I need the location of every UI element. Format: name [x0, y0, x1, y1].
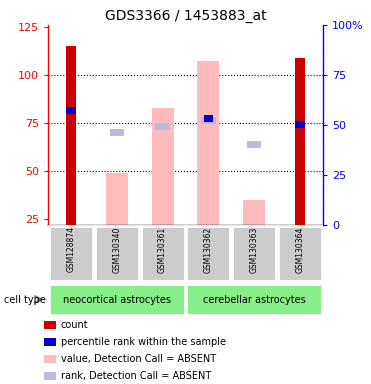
Bar	[44, 338, 56, 346]
Bar	[95, 226, 139, 281]
Bar	[106, 173, 128, 225]
Text: GSM130362: GSM130362	[204, 227, 213, 273]
Text: GSM130361: GSM130361	[158, 227, 167, 273]
Bar	[186, 284, 322, 315]
Bar	[243, 200, 265, 225]
Bar	[295, 58, 305, 225]
Text: value, Detection Call = ABSENT: value, Detection Call = ABSENT	[60, 354, 216, 364]
Bar	[66, 46, 76, 225]
Text: GSM130340: GSM130340	[112, 227, 121, 273]
Text: cerebellar astrocytes: cerebellar astrocytes	[203, 295, 305, 305]
Bar	[49, 284, 185, 315]
Text: cell type: cell type	[4, 295, 46, 305]
Bar	[152, 108, 174, 225]
Text: rank, Detection Call = ABSENT: rank, Detection Call = ABSENT	[60, 371, 211, 381]
Bar	[186, 226, 230, 281]
Bar	[109, 129, 124, 136]
Text: GSM128874: GSM128874	[67, 227, 76, 272]
Bar	[49, 226, 93, 281]
Bar	[66, 108, 76, 114]
Bar	[278, 226, 322, 281]
Title: GDS3366 / 1453883_at: GDS3366 / 1453883_at	[105, 8, 266, 23]
Bar	[197, 61, 219, 225]
Bar	[201, 118, 216, 124]
Bar	[155, 123, 170, 130]
Text: count: count	[60, 320, 88, 330]
Text: GSM130364: GSM130364	[295, 227, 304, 273]
Text: GSM130363: GSM130363	[250, 227, 259, 273]
Bar	[295, 121, 305, 128]
Bar	[44, 321, 56, 329]
Bar	[44, 355, 56, 363]
Bar	[204, 115, 213, 122]
Bar	[247, 141, 262, 148]
Bar	[141, 226, 185, 281]
Bar	[232, 226, 276, 281]
Bar	[44, 372, 56, 380]
Text: neocortical astrocytes: neocortical astrocytes	[63, 295, 171, 305]
Text: percentile rank within the sample: percentile rank within the sample	[60, 337, 226, 347]
